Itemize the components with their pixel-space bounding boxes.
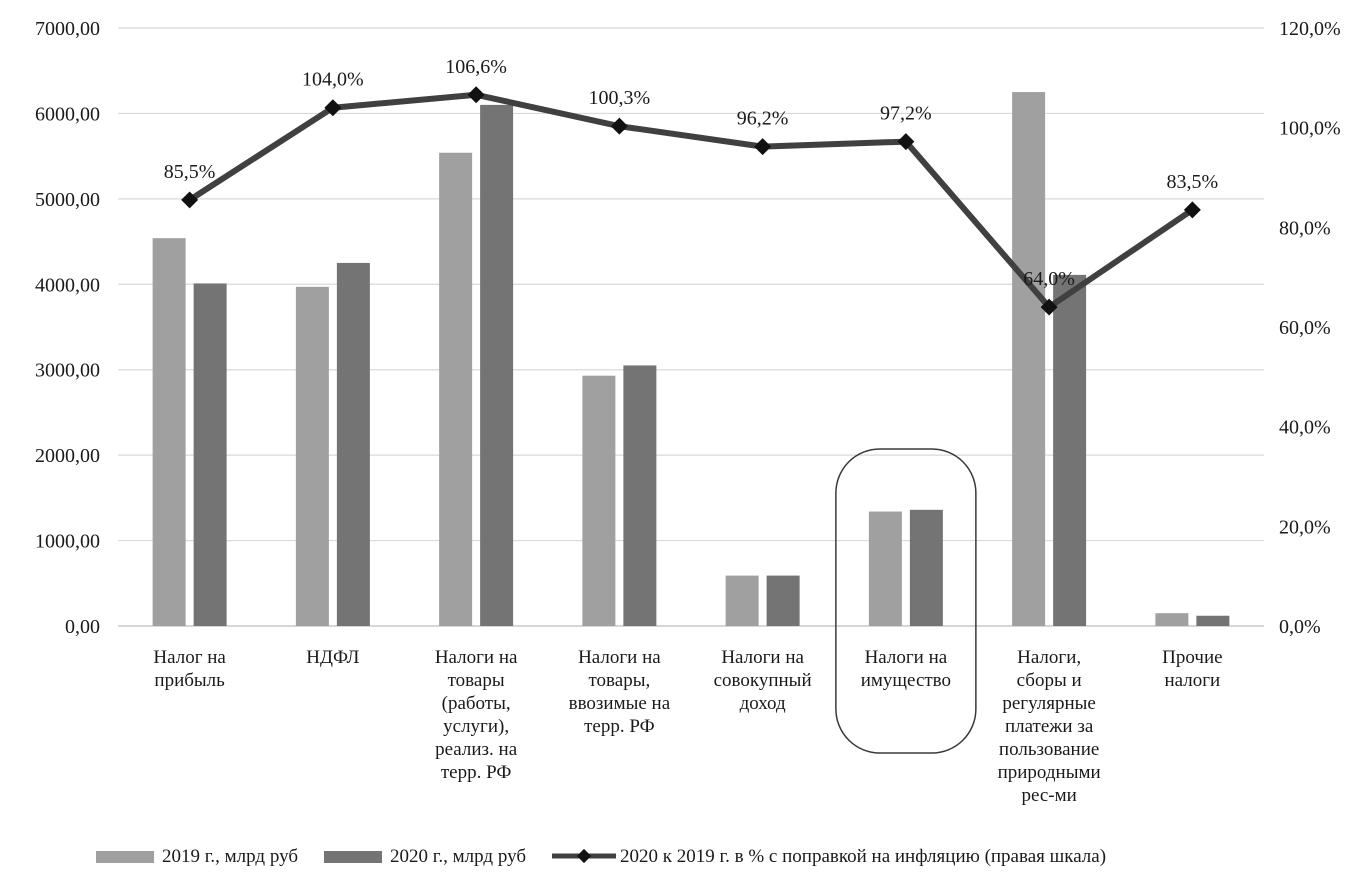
category-label: товары [448,670,505,691]
bar-2020 [336,262,370,626]
bar-2020 [480,104,514,626]
bar-2019 [439,152,473,626]
left-axis: 0,00 1000,00 2000,00 3000,00 4000,00 5000,00 6… [35,18,100,638]
category-label: терр. РФ [584,716,655,737]
category-label: НДФЛ [306,647,359,668]
legend: 2019 г., млрд руб 2020 г., млрд руб 2020 к… [96,846,1106,867]
left-tick-label: 1000,00 [35,531,100,553]
left-tick-label: 2000,00 [35,445,100,467]
bar-2019 [1155,613,1189,626]
highlight-frame [835,448,977,754]
inflation-line: 85,5% 104,0% 106,6% 100,3% 96,2% 97,2% 64,0% 83… [164,56,1218,316]
gridlines [118,27,1264,627]
right-tick-label: 0,0% [1279,616,1321,638]
category-label: терр. РФ [441,762,512,783]
data-label: 97,2% [880,103,932,125]
line-marker [324,99,342,117]
category-label: сборы и [1017,670,1082,691]
legend-swatch [324,851,382,863]
category-label: доход [740,693,786,714]
category-label: Налоги на [721,647,804,668]
left-tick-label: 6000,00 [35,103,100,125]
bar-2020 [766,575,800,626]
bar-2020 [623,365,657,626]
right-tick-label: 100,0% [1279,118,1341,140]
data-label: 104,0% [302,69,364,91]
category-label: Налоги на [578,647,661,668]
bar-2019 [1012,92,1046,627]
category-label: реализ. на [435,739,518,760]
bar-2020 [193,283,227,626]
category-label: товары, [589,670,651,691]
data-label: 100,3% [589,87,651,109]
category-label: Налог на [153,647,226,668]
line-marker [181,191,199,209]
category-label: услуги), [443,716,509,737]
right-tick-label: 20,0% [1279,516,1331,538]
right-tick-label: 80,0% [1279,217,1331,239]
line-marker [897,133,915,151]
line-marker [610,117,628,135]
legend-label: 2020 к 2019 г. в % с поправкой на инфляц… [620,846,1106,867]
bar-2019 [152,238,186,626]
right-tick-label: 60,0% [1279,317,1331,339]
category-label: ввозимые на [569,693,671,714]
bar-2020 [1053,274,1087,626]
left-tick-label: 4000,00 [35,274,100,296]
right-axis: 0,0% 20,0% 40,0% 60,0% 80,0% 100,0% 120,0% [1279,18,1341,638]
data-label: 96,2% [737,108,789,130]
data-label: 83,5% [1167,171,1219,193]
highlight-frame-rect [835,448,977,754]
left-tick-label: 5000,00 [35,189,100,211]
legend-label: 2020 г., млрд руб [390,846,526,867]
category-label: имущество [861,670,951,691]
category-label: рес-ми [1021,785,1076,806]
category-label: совокупный [714,670,812,691]
category-label: Налоги на [435,647,518,668]
category-label: пользование [999,739,1099,760]
data-label: 64,0% [1023,268,1075,290]
right-tick-label: 120,0% [1279,18,1341,40]
legend-swatch [96,851,154,863]
category-label: платежи за [1005,716,1094,737]
legend-marker [576,848,592,864]
line-series-path [186,91,1196,311]
left-tick-label: 7000,00 [35,18,100,40]
line-marker [467,86,485,104]
category-label: Налоги на [865,647,948,668]
bar-2019 [725,575,759,626]
right-tick-label: 40,0% [1279,417,1331,439]
category-label: прибыль [154,670,225,691]
category-label: регулярные [1002,693,1095,714]
category-label: (работы, [442,693,511,714]
data-label: 85,5% [164,161,216,183]
bar-2019 [868,511,902,626]
bar-2019 [295,286,329,626]
category-label: налоги [1165,670,1221,691]
data-label: 106,6% [445,56,507,78]
category-label: Прочие [1162,647,1222,668]
legend-label: 2019 г., млрд руб [162,846,298,867]
category-label: природными [998,762,1101,783]
bar-2020 [1196,615,1230,626]
category-label: Налоги, [1017,647,1081,668]
bars [152,92,1230,627]
bar-2019 [582,375,616,626]
line-marker [754,138,772,156]
bar-2020 [909,509,943,626]
left-tick-label: 3000,00 [35,360,100,382]
left-tick-label: 0,00 [65,616,100,638]
